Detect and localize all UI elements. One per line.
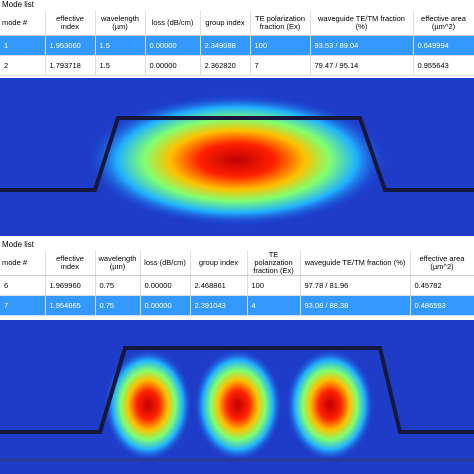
cell: 6 <box>0 275 46 296</box>
column-header[interactable]: wavelength (µm) <box>95 11 146 36</box>
column-header[interactable]: waveguide TE/TM fraction (%) <box>310 11 414 36</box>
cell: 93.53 / 89.04 <box>310 35 414 56</box>
column-header[interactable]: TE polarization fraction (Ex) <box>247 251 301 276</box>
cell: 2.362820 <box>200 55 251 76</box>
header-row: mode # effective index wavelength (µm) loss… <box>0 251 474 276</box>
column-header[interactable]: effective index <box>45 251 96 276</box>
cell: 2.391043 <box>190 295 248 316</box>
cell: 0.75 <box>95 275 141 296</box>
cell: 2.349088 <box>200 35 251 56</box>
cell: 1.954865 <box>45 295 96 316</box>
cell: 97.78 / 81.96 <box>300 275 411 296</box>
mode-table: mode # effective index wavelength (µm) loss… <box>0 251 474 316</box>
column-header[interactable]: group index <box>200 11 251 36</box>
cell: 0.00000 <box>145 35 201 56</box>
column-header[interactable]: mode # <box>0 11 46 36</box>
cell: 7 <box>0 295 46 316</box>
cell: 100 <box>250 35 311 56</box>
cell: 2.468861 <box>190 275 248 296</box>
cell: 1 <box>0 35 46 56</box>
cell: 0.00000 <box>140 295 191 316</box>
cell: 2 <box>0 55 46 76</box>
cell: 0.75 <box>95 295 141 316</box>
panel-title: Mode list <box>2 240 35 249</box>
cell: 1.969960 <box>45 275 96 296</box>
cell: 0.486593 <box>410 295 474 316</box>
cell: 79.47 / 95.14 <box>310 55 414 76</box>
cell: 1.953060 <box>45 35 96 56</box>
cell: 0.00000 <box>140 275 191 296</box>
cell: 0.00000 <box>145 55 201 76</box>
column-header[interactable]: group index <box>190 251 248 276</box>
column-header[interactable]: wavelength (µm) <box>95 251 141 276</box>
cell: 4 <box>247 295 301 316</box>
column-header[interactable]: mode # <box>0 251 46 276</box>
column-header[interactable]: effective area (µm^2) <box>410 251 474 276</box>
column-header[interactable]: waveguide TE/TM fraction (%) <box>300 251 411 276</box>
mode-row[interactable]: 7 1.954865 0.75 0.00000 2.391043 4 93.08 / 88.… <box>0 295 474 316</box>
column-header[interactable]: effective area (µm^2) <box>413 11 474 36</box>
cell: 100 <box>247 275 301 296</box>
cell: 1.5 <box>95 55 146 76</box>
cell: 0.649994 <box>413 35 474 56</box>
cell: 0.955643 <box>413 55 474 76</box>
header-row: mode # effective index wavelength (µm) loss… <box>0 11 474 36</box>
cell: 0.45782 <box>410 275 474 296</box>
mode-table: mode # effective index wavelength (µm) loss… <box>0 11 474 76</box>
mode-field-image <box>0 320 474 474</box>
panel-title: Mode list <box>2 0 35 9</box>
cell: 1.793718 <box>45 55 96 76</box>
mode-field-image <box>0 78 474 236</box>
column-header[interactable]: loss (dB/cm) <box>140 251 191 276</box>
cell: 7 <box>250 55 311 76</box>
cell: 1.5 <box>95 35 146 56</box>
column-header[interactable]: loss (dB/cm) <box>145 11 201 36</box>
mode-row[interactable]: 1 1.953060 1.5 0.00000 2.349088 100 93.53 / 89… <box>0 35 474 56</box>
column-header[interactable]: effective index <box>45 11 96 36</box>
mode-row[interactable]: 2 1.793718 1.5 0.00000 2.362820 7 79.47 / 95.1… <box>0 55 474 76</box>
cell: 93.08 / 88.38 <box>300 295 411 316</box>
mode-row[interactable]: 6 1.969960 0.75 0.00000 2.468861 100 97.78 / 8… <box>0 275 474 296</box>
column-header[interactable]: TE polarization fraction (Ex) <box>250 11 311 36</box>
